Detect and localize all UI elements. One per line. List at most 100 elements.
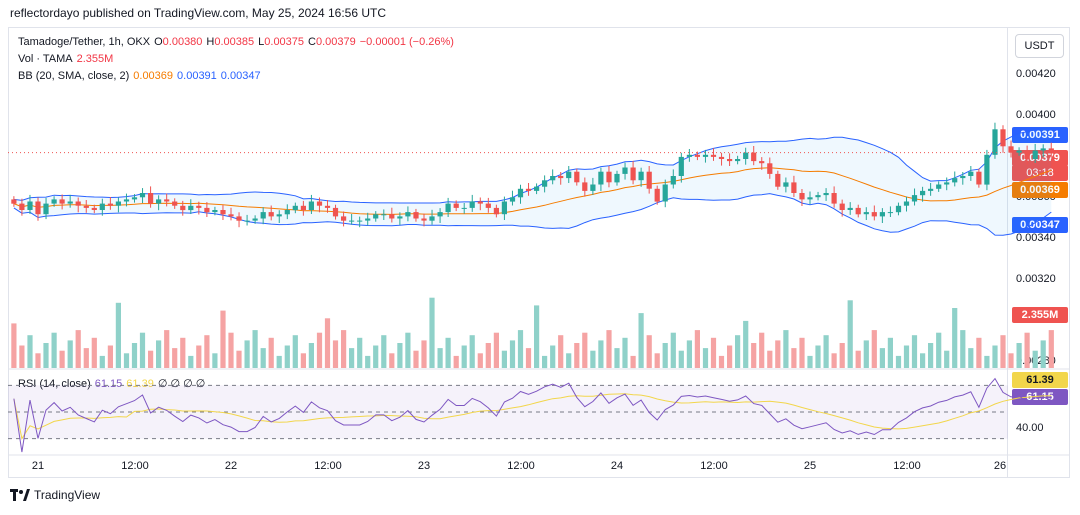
candle-body (646, 171, 652, 189)
time-tick: 24 (610, 460, 624, 472)
candle-body (638, 171, 644, 181)
candle-body (566, 171, 572, 179)
candle-body (357, 220, 363, 222)
volume-bar (670, 332, 676, 368)
bb-basis-line (13, 167, 1052, 215)
time-tick: 12:00 (507, 460, 535, 472)
candle-body (767, 163, 773, 174)
candle-body (172, 201, 178, 206)
candle-body (670, 176, 676, 185)
volume-bar (27, 335, 33, 368)
candle-body (984, 154, 990, 185)
candle-body (727, 159, 733, 162)
volume-bar (550, 345, 556, 368)
volume-bar (815, 345, 821, 368)
volume-bar (91, 337, 97, 368)
candle-body (19, 203, 25, 210)
currency-button[interactable]: USDT (1015, 34, 1064, 58)
candle-body (212, 210, 218, 213)
candle-body (341, 216, 347, 221)
price-scale[interactable] (1008, 27, 1070, 478)
high-label: H (206, 36, 215, 48)
volume-bar (678, 350, 684, 368)
candle-body (654, 188, 660, 202)
candle-body (59, 199, 65, 204)
candle-body (976, 171, 982, 185)
bb-lower-line (13, 193, 1052, 236)
volume-bar (582, 332, 588, 368)
volume-bar (1008, 353, 1014, 368)
bb-legend[interactable]: BB (20, SMA, close, 2) 0.00369 0.00391 0.00… (18, 70, 265, 82)
volume-bar (646, 335, 652, 368)
rsi-legend[interactable]: RSI (14, close) 61.15 61.39 ∅ ∅ ∅ ∅ (18, 377, 209, 390)
candle-body (775, 173, 781, 187)
volume-bar (863, 340, 869, 368)
candle-body (879, 212, 885, 217)
candle-body (365, 218, 371, 221)
open-value: 0.00380 (162, 36, 203, 48)
candle-body (51, 199, 57, 204)
candle-body (485, 203, 491, 208)
volume-bar (887, 337, 893, 368)
volume-bar (542, 355, 548, 369)
volume-bar (276, 355, 282, 369)
candle-body (1024, 150, 1030, 159)
volume-bar (1000, 335, 1006, 368)
time-tick: 12:00 (893, 460, 921, 472)
volume-bar (823, 335, 829, 368)
volume-bar (324, 318, 331, 368)
tradingview-logo[interactable]: TradingView (10, 488, 100, 502)
candle-body (831, 193, 837, 204)
candle-body (1000, 129, 1006, 147)
candle-body (83, 205, 89, 208)
time-tick: 23 (417, 460, 431, 472)
volume-bar (212, 353, 218, 368)
volume-bar (509, 340, 516, 368)
volume-bar (855, 350, 861, 368)
candle-body (936, 184, 942, 189)
candle-body (252, 218, 258, 221)
symbol-legend[interactable]: Tamadoge/Tether, 1h, OKX O0.00380 H0.00385… (18, 36, 458, 48)
volume-bar (694, 330, 700, 368)
volume-bar (976, 337, 982, 368)
volume-value: 2.355M (76, 53, 114, 65)
volume-bar (123, 353, 130, 368)
candle-body (702, 154, 709, 157)
candle-body (276, 214, 282, 217)
volume-bar (598, 340, 604, 368)
candle-body (469, 201, 475, 208)
candle-body (99, 203, 105, 210)
volume-bar (1048, 330, 1054, 368)
candle-body (123, 199, 130, 202)
price-tick: 0.00400 (1016, 109, 1056, 121)
candle-body (743, 152, 749, 159)
candle-body (517, 188, 524, 198)
tradingview-logo-icon (10, 489, 30, 501)
candle-body (630, 167, 636, 181)
candle-body (493, 207, 499, 215)
volume-bar (952, 308, 958, 368)
candle-body (944, 182, 950, 185)
volume-bar (501, 350, 507, 368)
volume-bar (944, 350, 950, 368)
rsi-ma-line (13, 393, 1052, 441)
rsi-ma-axis-label: 61.39 (1012, 372, 1068, 388)
volume-bar (968, 348, 974, 368)
candle-body (405, 212, 411, 217)
candle-body (220, 210, 226, 215)
volume-bar (365, 355, 371, 369)
candle-body (268, 212, 274, 217)
time-tick: 22 (224, 460, 238, 472)
time-tick: 25 (803, 460, 817, 472)
volume-bar (1016, 343, 1022, 368)
candle-body (67, 201, 73, 204)
volume-legend[interactable]: Vol · TAMA 2.355M (18, 53, 117, 65)
candle-body (308, 201, 314, 210)
volume-bar (517, 330, 524, 368)
chart-pane[interactable] (8, 27, 1008, 478)
volume-bar (879, 348, 885, 368)
candle-body (1008, 146, 1014, 153)
volume-bar (735, 335, 741, 368)
volume-bar (413, 350, 419, 368)
